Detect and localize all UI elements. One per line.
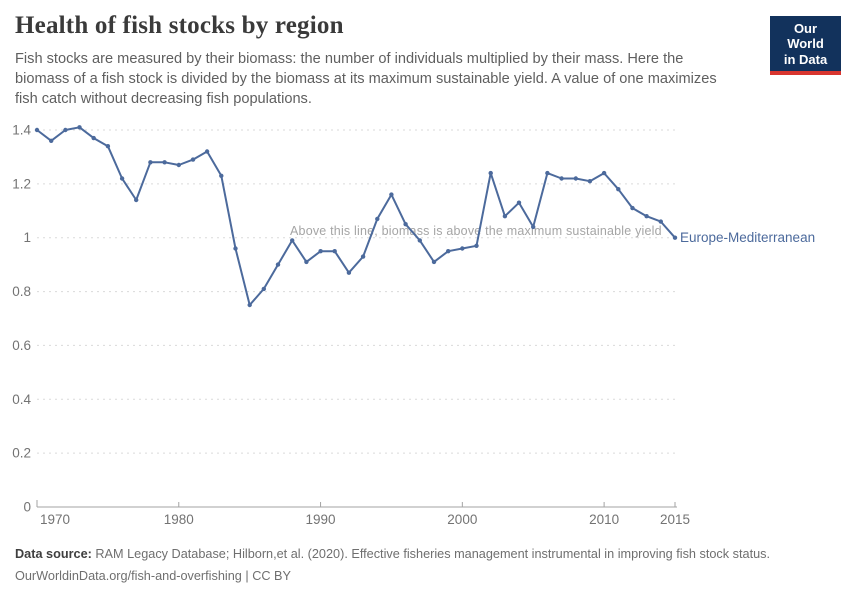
data-point-marker[interactable]	[531, 224, 536, 230]
x-axis-tick-label: 1980	[164, 512, 194, 527]
data-point-marker[interactable]	[474, 243, 479, 248]
data-point-marker[interactable]	[644, 214, 649, 219]
data-point-marker[interactable]	[275, 262, 281, 267]
x-axis-tick-label: 2010	[589, 512, 619, 527]
data-point-marker[interactable]	[559, 176, 564, 181]
license-line: OurWorldinData.org/fish-and-overfishing …	[15, 565, 835, 587]
footer-link[interactable]: OurWorldinData.org/fish-and-overfishing	[15, 569, 242, 584]
x-axis-tick-label: 2000	[447, 512, 477, 527]
data-point-marker[interactable]	[318, 249, 323, 254]
data-point-marker[interactable]	[601, 170, 607, 176]
data-source-text: RAM Legacy Database; Hilborn,et al. (202…	[91, 547, 771, 561]
data-point-marker[interactable]	[219, 173, 224, 178]
series-line-europe-mediterranean[interactable]	[36, 126, 676, 306]
data-point-marker[interactable]	[630, 205, 635, 211]
data-point-marker[interactable]	[204, 149, 210, 154]
data-point-marker[interactable]	[460, 246, 465, 251]
y-axis-tick-label: 0.8	[12, 284, 31, 299]
data-point-marker[interactable]	[587, 179, 593, 184]
x-axis-tick-label: 1970	[40, 512, 70, 527]
data-point-marker[interactable]	[502, 214, 508, 219]
y-axis-tick-label: 1.2	[12, 176, 31, 191]
data-point-marker[interactable]	[545, 170, 550, 176]
chart-footer: Data source: RAM Legacy Database; Hilbor…	[15, 543, 835, 587]
data-point-marker[interactable]	[190, 157, 196, 162]
data-point-marker[interactable]	[176, 162, 181, 168]
chart-header: Health of fish stocks by region Fish sto…	[15, 12, 755, 109]
data-point-marker[interactable]	[332, 249, 337, 254]
y-axis-tick-label: 0.2	[12, 446, 31, 461]
data-point-marker[interactable]	[573, 176, 578, 181]
data-point-marker[interactable]	[261, 286, 266, 292]
data-point-marker[interactable]	[346, 270, 352, 275]
data-point-marker[interactable]	[304, 259, 309, 265]
data-point-marker[interactable]	[77, 125, 82, 130]
data-point-marker[interactable]	[233, 246, 238, 251]
chart-title: Health of fish stocks by region	[15, 12, 344, 39]
x-axis-tick-label: 2015	[660, 512, 690, 527]
series-label-europe-mediterranean[interactable]: Europe-Mediterranean	[680, 230, 815, 245]
data-point-marker[interactable]	[516, 200, 522, 205]
data-point-marker[interactable]	[290, 238, 295, 243]
data-point-marker[interactable]	[431, 259, 437, 265]
y-axis-tick-label: 0.6	[12, 338, 31, 353]
data-point-marker[interactable]	[91, 135, 96, 141]
y-axis-tick-label: 0	[23, 500, 31, 515]
data-point-marker[interactable]	[162, 160, 167, 165]
data-point-marker[interactable]	[375, 216, 380, 222]
data-point-marker[interactable]	[403, 222, 408, 227]
y-axis-tick-label: 1	[23, 230, 31, 245]
data-source-line: Data source: RAM Legacy Database; Hilbor…	[15, 543, 835, 565]
y-axis-tick-label: 0.4	[12, 392, 31, 407]
footer-license: CC BY	[252, 569, 291, 584]
data-point-marker[interactable]	[616, 187, 621, 192]
data-point-marker[interactable]	[119, 176, 125, 181]
data-point-marker[interactable]	[49, 138, 54, 143]
data-point-marker[interactable]	[658, 219, 663, 224]
data-point-marker[interactable]	[148, 160, 153, 165]
data-point-marker[interactable]	[63, 127, 68, 133]
x-axis-tick-label: 1990	[306, 512, 336, 527]
data-source-label: Data source:	[15, 547, 92, 561]
data-point-marker[interactable]	[446, 249, 451, 254]
data-point-marker[interactable]	[488, 170, 493, 176]
data-point-marker[interactable]	[360, 254, 366, 259]
data-point-marker[interactable]	[105, 144, 111, 149]
y-axis-tick-label: 1.4	[12, 123, 31, 138]
annotation-max-sustainable-yield: Above this line, biomass is above the ma…	[290, 224, 662, 238]
data-point-marker[interactable]	[247, 302, 252, 308]
data-point-marker[interactable]	[389, 192, 394, 197]
owid-logo-line1: Our World	[787, 21, 824, 52]
owid-logo[interactable]: Our World in Data	[770, 16, 841, 75]
chart-subtitle: Fish stocks are measured by their biomas…	[15, 51, 717, 108]
data-point-marker[interactable]	[672, 235, 678, 240]
data-point-marker[interactable]	[34, 127, 40, 133]
data-point-marker[interactable]	[134, 197, 139, 203]
data-point-marker[interactable]	[417, 238, 422, 243]
owid-logo-line2: in Data	[783, 51, 828, 67]
footer-separator: |	[241, 569, 253, 584]
